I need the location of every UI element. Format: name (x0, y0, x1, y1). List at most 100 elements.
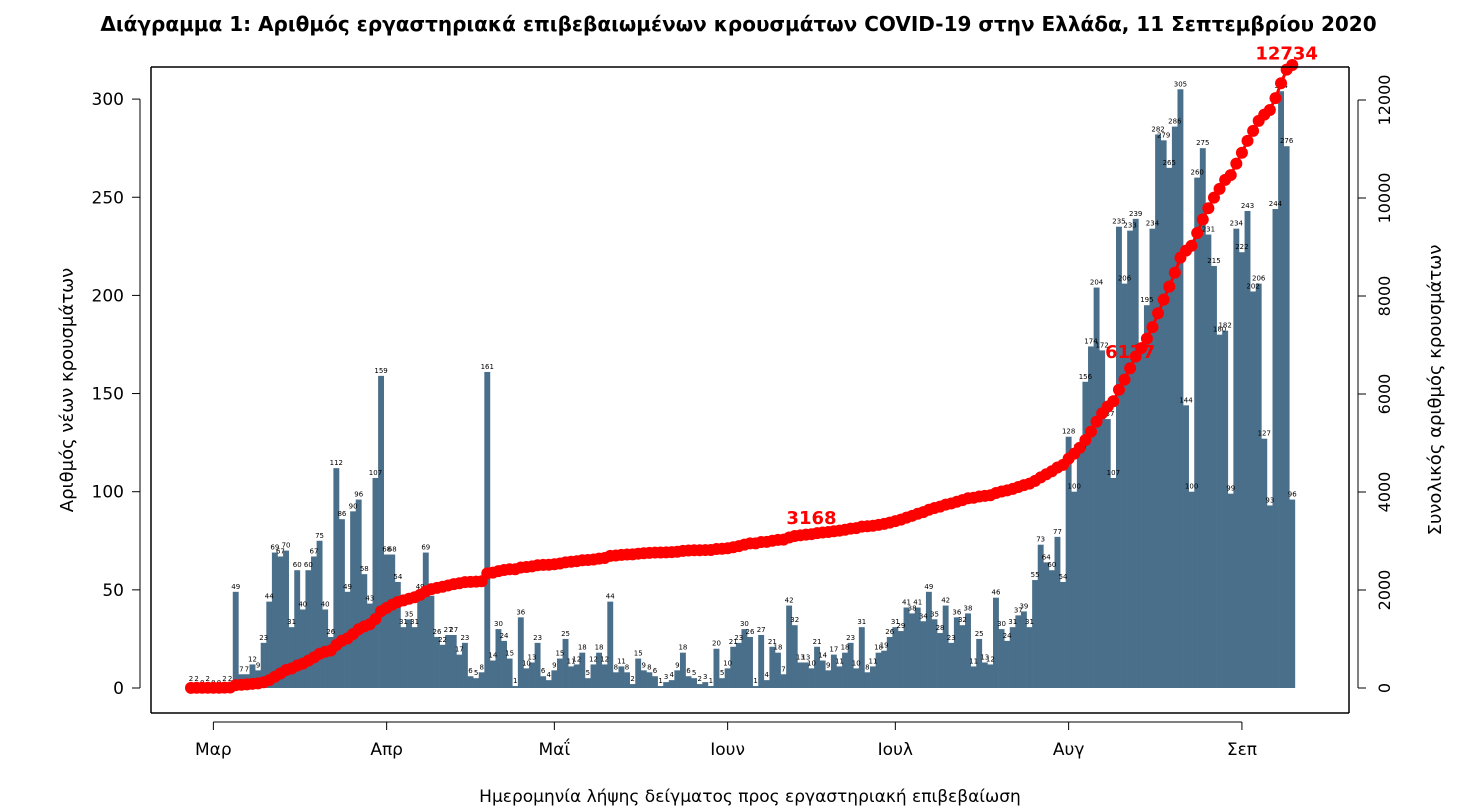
cumulative-annotation: 6177 (1105, 342, 1155, 363)
bar-value-label: 282 (1151, 125, 1164, 133)
bar (350, 511, 357, 688)
cumulative-annotation: 12734 (1255, 44, 1318, 65)
bar-value-label: 60 (304, 561, 313, 569)
bar-value-label: 18 (578, 644, 587, 652)
bar (769, 646, 776, 688)
cumulative-point (1275, 77, 1288, 90)
bar-value-label: 9 (256, 661, 260, 669)
bar-value-label: 1 (658, 677, 662, 685)
bar (456, 654, 463, 688)
cumulative-point (1124, 362, 1137, 375)
y-tick-label: 300 (92, 90, 124, 110)
bar (506, 658, 513, 688)
bar (909, 613, 916, 688)
bar (713, 648, 720, 688)
bar-value-label: 5 (474, 669, 478, 677)
bar-value-label: 182 (1218, 322, 1231, 330)
cumulative-point (1230, 157, 1243, 170)
bar (903, 607, 910, 688)
bar (853, 668, 860, 688)
bar (836, 666, 843, 688)
bar (1093, 287, 1100, 688)
cumulative-point (1163, 280, 1176, 293)
bar-value-label: 4 (547, 671, 552, 679)
bar (1155, 134, 1162, 688)
bar-value-label: 14 (818, 652, 827, 660)
bar (1216, 334, 1223, 688)
bar-value-label: 12 (589, 655, 598, 663)
bar (707, 686, 714, 688)
bar-value-label: 38 (964, 604, 973, 612)
bar (886, 636, 893, 688)
bar-value-label: 27 (449, 626, 458, 634)
bar-value-label: 37 (1014, 606, 1023, 614)
bar-value-label: 26 (432, 628, 441, 636)
bar-value-label: 68 (382, 546, 391, 554)
y-tick-label: 150 (92, 385, 124, 405)
bar (875, 652, 882, 688)
bar-value-label: 10 (852, 659, 861, 667)
bar-value-label: 10 (807, 659, 816, 667)
bar-value-label: 42 (785, 597, 794, 605)
bar (601, 664, 608, 688)
bar-value-label: 5 (586, 669, 590, 677)
bar-value-label: 86 (337, 510, 346, 518)
bar-value-label: 44 (606, 593, 615, 601)
bar-value-label: 60 (1047, 561, 1056, 569)
bar-value-label: 26 (326, 628, 335, 636)
bar (1261, 438, 1268, 688)
cumulative-point (1168, 266, 1181, 279)
bar (1250, 291, 1257, 688)
bar-value-label: 9 (642, 661, 646, 669)
bar-value-label: 70 (282, 542, 291, 550)
bar-value-label: 36 (516, 608, 525, 616)
bar (959, 625, 966, 688)
bar (691, 678, 698, 688)
y2-tick-label: 8000 (1375, 276, 1394, 317)
bar (1037, 544, 1044, 688)
bar-value-label: 9 (826, 661, 830, 669)
bar-value-label: 75 (315, 532, 324, 540)
bar-value-label: 31 (287, 618, 296, 626)
bar-value-label: 42 (941, 597, 950, 605)
bar-value-label: 195 (1140, 296, 1153, 304)
bar-value-label: 2 (697, 675, 701, 683)
cumulative-point (1107, 395, 1120, 408)
bar-value-label: 14 (488, 652, 497, 660)
bar-value-label: 6 (653, 667, 658, 675)
bar-value-label: 144 (1179, 396, 1193, 404)
cumulative-point (1247, 124, 1260, 137)
bar-value-label: 161 (481, 363, 494, 371)
bar-value-label: 12 (600, 655, 609, 663)
bar-value-label: 12 (248, 655, 257, 663)
bar-value-label: 18 (773, 644, 782, 652)
bar (579, 652, 586, 688)
bar-value-label: 93 (1265, 496, 1274, 504)
bar-value-label: 90 (349, 502, 358, 510)
bar (1071, 491, 1078, 688)
bar-value-label: 73 (1036, 536, 1045, 544)
bar-value-label: 21 (729, 638, 738, 646)
bar-value-label: 13 (528, 653, 537, 661)
bar-value-label: 46 (991, 589, 1000, 597)
bar (976, 638, 983, 688)
y2-tick-label: 2000 (1375, 570, 1394, 611)
bar (786, 605, 793, 688)
bar (685, 676, 692, 688)
bar (1272, 209, 1279, 688)
bar (1244, 210, 1251, 688)
bar (495, 629, 502, 688)
bar (1238, 252, 1245, 689)
bar (914, 607, 921, 688)
bar (299, 609, 306, 688)
bar-value-label: 29 (896, 622, 905, 630)
bar-value-label: 279 (1157, 131, 1170, 139)
bar (1149, 228, 1156, 688)
bar (657, 686, 664, 688)
bar (780, 674, 787, 688)
bar-value-label: 231 (1202, 226, 1215, 234)
bar-value-label: 243 (1241, 202, 1254, 210)
bar (523, 668, 530, 688)
y2-tick-label: 4000 (1375, 472, 1394, 513)
